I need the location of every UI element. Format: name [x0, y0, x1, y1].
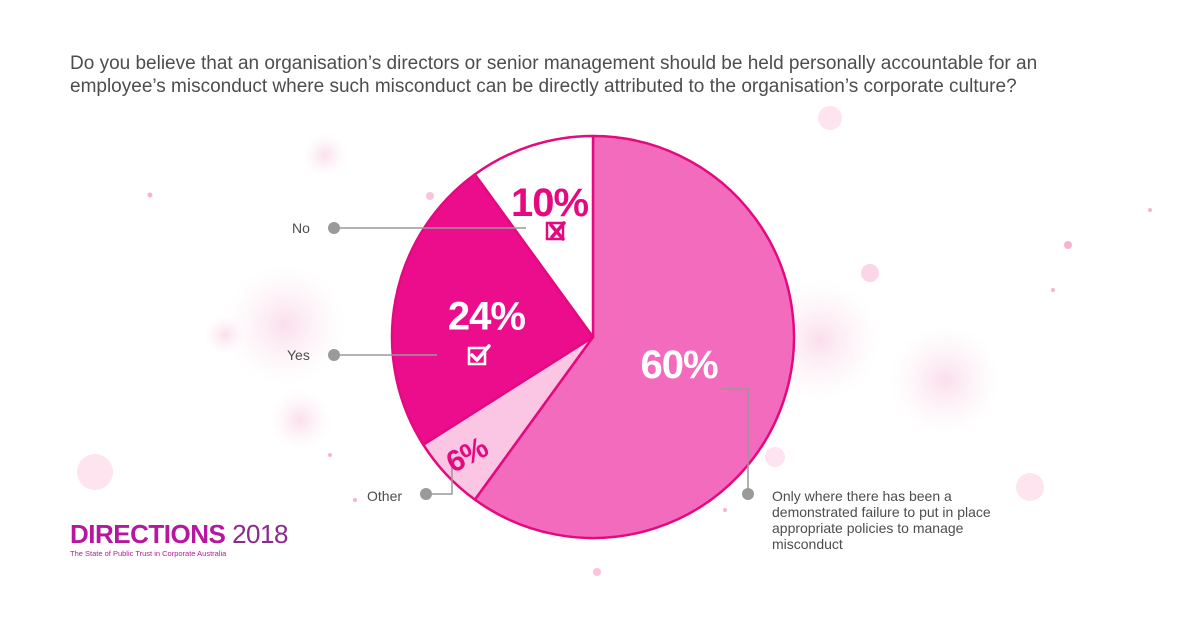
pie-slice-no: [473, 134, 595, 339]
legend-label-yes: Yes: [287, 347, 310, 363]
brand-subtitle: The State of Public Trust in Corporate A…: [70, 549, 227, 558]
checkbox-check-icon: [467, 344, 491, 366]
legend-label-other: Other: [367, 488, 403, 504]
legend-label-only-where: Only where there has been a demonstrated…: [772, 488, 991, 552]
survey-question: Do you believe that an organisation’s di…: [70, 53, 1038, 97]
leader-dot-no: [328, 222, 340, 234]
brand-year: 2018: [232, 519, 288, 549]
pie-slice-yes: [390, 173, 595, 446]
brand-logo: DIRECTIONS 2018 The State of Public Trus…: [70, 520, 288, 558]
leader-line-only_where: [722, 388, 749, 494]
legend-label-no: No: [292, 220, 310, 236]
leader-dot-yes: [328, 349, 340, 361]
value-label-no: 10%: [511, 181, 588, 225]
value-label-only_where: 60%: [640, 343, 717, 387]
value-label-yes: 24%: [448, 295, 525, 339]
pie-slice-only_where: [473, 134, 796, 540]
leader-dot-only_where: [742, 488, 754, 500]
checkbox-cross-icon: [545, 221, 566, 241]
leader-dot-other: [420, 488, 432, 500]
leader-line-other: [428, 458, 453, 495]
brand-name: DIRECTIONS: [70, 519, 226, 549]
